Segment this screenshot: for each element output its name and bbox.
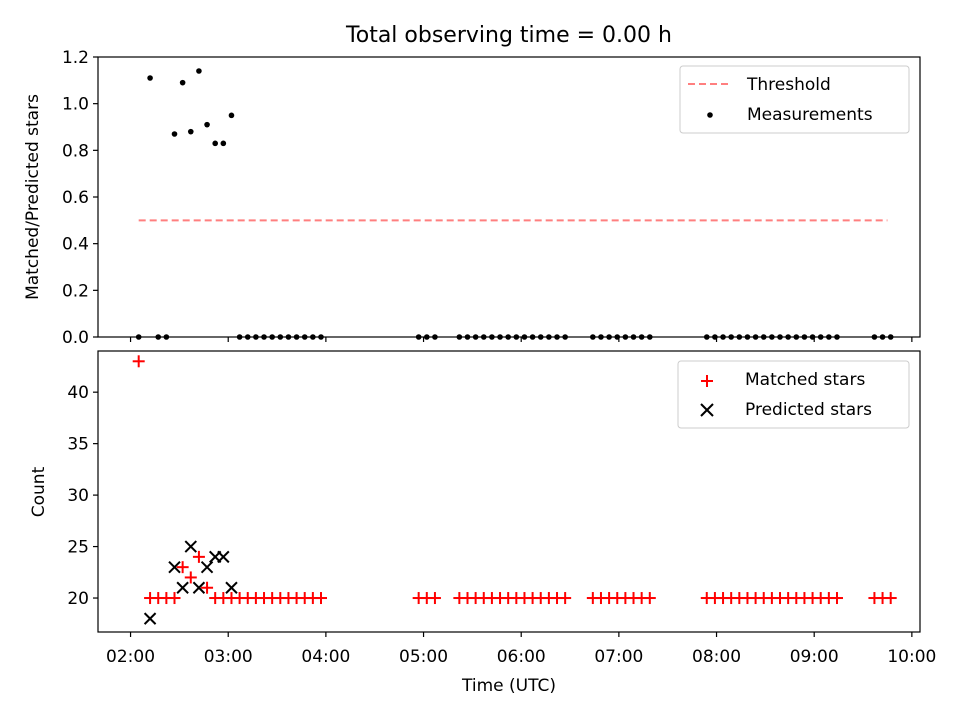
x-tick-label: 03:00 bbox=[204, 647, 253, 667]
top-y-tick-label: 0.2 bbox=[62, 281, 89, 301]
bottom-legend-frame bbox=[677, 360, 910, 429]
top-x-ticks bbox=[129, 337, 913, 342]
matched-star-point bbox=[314, 592, 327, 605]
matched-star-point bbox=[168, 592, 181, 605]
matched-stars-legend-swatch bbox=[701, 375, 713, 387]
bottom-legend: Matched stars Predicted stars bbox=[677, 360, 910, 429]
predicted-star-point bbox=[200, 560, 214, 574]
bottom-x-ticks: 02:00 03:00 04:00 05:00 06:00 07:00 08:00 09:00… bbox=[106, 632, 936, 667]
top-y-tick-label: 0.8 bbox=[62, 141, 89, 161]
bottom-axes-frame bbox=[97, 350, 921, 633]
matched-star-point bbox=[184, 571, 197, 584]
measurement-point bbox=[204, 121, 210, 128]
matched-star-point bbox=[643, 592, 656, 605]
measurement-point bbox=[187, 128, 194, 135]
matched-star-point bbox=[830, 592, 843, 605]
matched-star-point bbox=[176, 561, 189, 574]
bottom-plot-marks bbox=[132, 355, 897, 625]
x-tick-label: 06:00 bbox=[497, 647, 546, 667]
matched-star-point bbox=[192, 550, 205, 563]
bottom-y-ticks: 20 25 30 35 40 bbox=[67, 383, 98, 609]
x-tick-label: 09:00 bbox=[790, 647, 839, 667]
bottom-y-axis-label: Count bbox=[29, 466, 49, 517]
bottom-y-tick-label: 20 bbox=[67, 589, 89, 609]
matched-star-point bbox=[132, 355, 145, 368]
bottom-y-tick-label: 25 bbox=[67, 538, 89, 558]
x-tick-label: 02:00 bbox=[106, 647, 155, 667]
predicted-stars-legend-swatch bbox=[700, 403, 714, 417]
top-y-tick-label: 0.6 bbox=[62, 188, 89, 208]
measurement-point bbox=[212, 140, 218, 147]
x-tick-label: 07:00 bbox=[594, 647, 643, 667]
matched-star-point bbox=[428, 592, 441, 605]
predicted-star-point bbox=[225, 581, 238, 594]
top-panel: 0.0 0.2 0.4 0.6 0.8 1.0 1.2 Matched/Predicted … bbox=[23, 48, 921, 348]
measurements-legend-label: Measurements bbox=[747, 105, 873, 125]
top-legend-frame bbox=[679, 65, 910, 134]
top-y-tick-label: 1.2 bbox=[62, 48, 89, 68]
top-y-ticks: 0.0 0.2 0.4 0.6 0.8 1.0 1.2 bbox=[62, 48, 98, 348]
predicted-star-point bbox=[184, 540, 197, 553]
top-y-tick-label: 0.0 bbox=[62, 328, 89, 348]
matched-stars-legend-label: Matched stars bbox=[745, 370, 865, 390]
measurement-point bbox=[220, 140, 227, 147]
x-tick-label: 10:00 bbox=[887, 647, 936, 667]
top-legend: Threshold Measurements bbox=[679, 65, 910, 134]
predicted-stars-legend-label: Predicted stars bbox=[745, 400, 872, 420]
predicted-star-point bbox=[192, 581, 206, 594]
matched-star-point bbox=[201, 581, 214, 594]
measurements-legend-swatch bbox=[707, 112, 713, 118]
predicted-star-point bbox=[217, 550, 230, 564]
bottom-y-tick-label: 35 bbox=[67, 435, 89, 455]
matched-star-point bbox=[559, 592, 572, 605]
top-y-axis-label: Matched/Predicted stars bbox=[23, 94, 43, 300]
measurement-point bbox=[147, 75, 153, 81]
x-tick-label: 04:00 bbox=[301, 647, 350, 667]
bottom-y-tick-label: 40 bbox=[67, 383, 89, 403]
threshold-legend-label: Threshold bbox=[746, 75, 831, 95]
measurement-point bbox=[196, 68, 202, 74]
x-axis-label: Time (UTC) bbox=[461, 676, 556, 696]
matched-star-point bbox=[884, 592, 897, 605]
bottom-panel: 20 25 30 35 40 02:00 03:00 04:00 05:00 06:00 07:0… bbox=[29, 350, 936, 696]
top-y-tick-label: 1.0 bbox=[62, 95, 89, 115]
predicted-star-point bbox=[143, 612, 157, 625]
predicted-star-point bbox=[168, 560, 181, 574]
predicted-star-point bbox=[176, 581, 189, 594]
measurement-point bbox=[179, 79, 186, 86]
top-y-tick-label: 0.4 bbox=[62, 235, 89, 255]
x-tick-label: 08:00 bbox=[692, 647, 741, 667]
measurement-point bbox=[228, 112, 235, 119]
figure-title: Total observing time = 0.00 h bbox=[345, 23, 672, 48]
bottom-y-tick-label: 30 bbox=[67, 486, 89, 506]
measurement-point bbox=[171, 131, 178, 137]
x-tick-label: 05:00 bbox=[399, 647, 448, 667]
